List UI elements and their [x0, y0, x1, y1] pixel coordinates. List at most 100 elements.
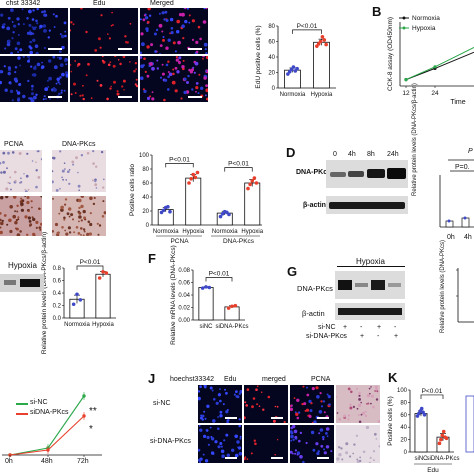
- cell-nucleus: [149, 62, 153, 66]
- cell-nucleus: [358, 391, 361, 395]
- cell-nucleus: [305, 441, 308, 445]
- cell-nucleus: [276, 439, 279, 441]
- cell-nucleus: [198, 458, 202, 462]
- cell-nucleus: [320, 400, 323, 403]
- cell-nucleus: [14, 170, 17, 174]
- cell-nucleus: [27, 59, 30, 63]
- cell-nucleus: [225, 433, 229, 437]
- cell-nucleus: [65, 76, 68, 79]
- cell-nucleus: [205, 84, 208, 87]
- cell-nucleus: [253, 439, 256, 442]
- cell-nucleus: [42, 24, 47, 28]
- cell-nucleus: [374, 390, 376, 392]
- cell-nucleus: [143, 57, 146, 60]
- cell-nucleus: [80, 154, 84, 157]
- cell-nucleus: [197, 396, 201, 401]
- cell-nucleus: [144, 70, 147, 73]
- panel-label-b: B: [372, 4, 382, 19]
- cell-nucleus: [44, 87, 49, 92]
- cell-nucleus: [289, 407, 294, 412]
- cell-nucleus: [20, 197, 23, 200]
- cell-nucleus: [242, 416, 246, 420]
- cell-nucleus: [83, 216, 87, 220]
- micrograph-merged-normoxia: [138, 6, 208, 55]
- cell-nucleus: [116, 92, 119, 95]
- cell-nucleus: [195, 82, 199, 85]
- panel-g-ylabel: Relative protein levels (DNA-PKcs): [440, 239, 446, 333]
- cell-nucleus: [205, 7, 208, 10]
- j-hoechst-sidna: [197, 424, 243, 464]
- y-tick-label: 80: [268, 24, 275, 30]
- panel-d-time-24h: 24h: [387, 151, 399, 158]
- cell-nucleus: [203, 76, 207, 80]
- x-tick-label: Hypoxia: [182, 229, 204, 235]
- data-point: [78, 298, 83, 302]
- cell-nucleus: [64, 203, 67, 206]
- cell-nucleus: [16, 91, 21, 95]
- cell-nucleus: [338, 446, 341, 449]
- data-point: [440, 433, 445, 438]
- cell-nucleus: [35, 93, 38, 96]
- cell-nucleus: [256, 385, 259, 387]
- cell-nucleus: [290, 404, 293, 407]
- cell-nucleus: [64, 198, 68, 201]
- cell-nucleus: [205, 94, 207, 97]
- cell-nucleus: [0, 80, 2, 85]
- cell-nucleus: [87, 220, 91, 224]
- cell-nucleus: [213, 398, 216, 401]
- cell-nucleus: [167, 38, 171, 42]
- cell-nucleus: [188, 14, 191, 17]
- cell-nucleus: [262, 408, 265, 411]
- cell-nucleus: [215, 401, 219, 405]
- cell-nucleus: [231, 448, 235, 452]
- cell-nucleus: [162, 36, 165, 38]
- cell-nucleus: [72, 23, 75, 26]
- cell-nucleus: [170, 31, 174, 35]
- panel-g-header-line: [337, 266, 405, 267]
- cell-nucleus: [75, 156, 78, 160]
- cell-nucleus: [250, 452, 253, 455]
- cell-nucleus: [227, 419, 230, 422]
- cell-nucleus: [82, 228, 86, 231]
- cell-nucleus: [148, 14, 152, 17]
- cell-nucleus: [31, 160, 34, 162]
- y-tick-label: 40: [268, 55, 275, 61]
- cell-nucleus: [198, 424, 201, 427]
- cell-nucleus: [336, 457, 340, 461]
- cell-nucleus: [97, 233, 100, 236]
- significance-bracket: [205, 277, 233, 282]
- cell-nucleus: [343, 414, 347, 418]
- cell-nucleus: [219, 410, 223, 414]
- cell-nucleus: [206, 435, 210, 440]
- panel-d-p1: P: [468, 148, 473, 155]
- cell-nucleus: [144, 16, 149, 20]
- cell-nucleus: [134, 83, 137, 86]
- cell-nucleus: [163, 98, 166, 102]
- cell-nucleus: [122, 79, 126, 83]
- j-merged-sidna: [289, 424, 334, 464]
- cell-nucleus: [177, 40, 181, 45]
- cell-nucleus: [39, 228, 42, 231]
- ihc-pcna-normoxia: [0, 150, 44, 193]
- cell-nucleus: [24, 190, 28, 193]
- cell-nucleus: [349, 403, 352, 406]
- data-point: [444, 436, 449, 441]
- cell-nucleus: [111, 11, 113, 14]
- y-tick-label: 80: [400, 400, 407, 406]
- data-point: [441, 429, 446, 434]
- cell-nucleus: [41, 61, 43, 64]
- panel-label-g: G: [287, 264, 298, 279]
- cell-nucleus: [31, 18, 35, 21]
- cell-nucleus: [233, 393, 236, 396]
- cell-nucleus: [224, 388, 226, 391]
- cell-nucleus: [327, 395, 331, 399]
- cell-nucleus: [102, 200, 105, 203]
- cell-nucleus: [238, 451, 243, 456]
- cell-nucleus: [10, 188, 12, 191]
- cell-nucleus: [27, 188, 30, 191]
- cell-nucleus: [197, 448, 201, 452]
- cell-nucleus: [106, 97, 109, 101]
- cell-nucleus: [26, 17, 29, 20]
- panel-g-mark: -: [377, 333, 380, 340]
